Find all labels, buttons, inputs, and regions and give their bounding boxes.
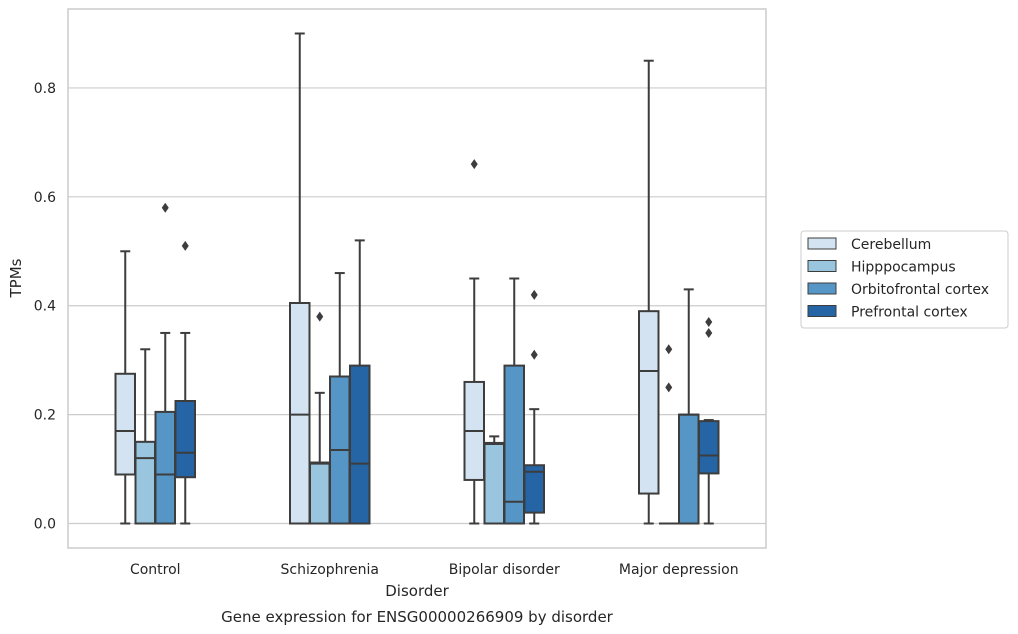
legend-swatch [807,282,837,295]
legend-label: Hipppocampus [851,260,956,276]
box-group [329,272,351,525]
x-tick-label: Control [130,562,181,578]
box-group [659,344,679,525]
x-tick-label: Schizophrenia [281,562,379,578]
box [698,420,720,475]
outlier-point [705,317,713,328]
box-group [698,317,720,525]
box [349,364,371,525]
box [134,440,156,525]
legend-swatch [807,305,837,317]
legend-swatch [807,237,837,250]
outlier-point [665,382,673,393]
x-tick-labels: Control Schizophrenia Bipolar disorder Majo… [130,562,739,578]
box-group [114,250,136,525]
box [174,400,196,479]
outlier-point [705,327,713,338]
outlier-point [181,240,189,251]
box [309,461,331,525]
y-tick-labels: 0.0 0.2 0.4 0.6 0.8 [34,81,56,533]
box-group [678,288,700,525]
box [503,364,525,525]
box [154,410,176,525]
outlier-point [161,202,169,213]
legend-label: Orbitofrontal cortex [851,282,989,298]
box-group [463,159,485,525]
box-group [154,202,176,525]
y-tick-label: 0.6 [34,190,56,206]
y-tick-label: 0.0 [34,517,56,533]
legend: Cerebellum Hipppocampus Orbitofrontal cort… [800,230,1009,329]
outlier-point [470,159,478,170]
plot-frame [67,8,767,549]
legend-frame [800,230,1009,329]
box-group [503,277,525,525]
x-tick-label: Bipolar disorder [449,562,560,578]
box-group [638,59,660,525]
box [638,310,660,495]
outlier-point [530,289,538,300]
box-group [483,435,505,525]
figure-caption: Gene expression for ENSG00000266909 by d… [221,608,614,626]
box-group [523,289,545,525]
box-group [349,239,371,525]
box-group [309,311,331,525]
box [289,302,311,525]
legend-label: Cerebellum [851,237,931,253]
boxes [114,32,720,525]
box [114,372,136,476]
x-tick-label: Major depression [619,562,739,578]
x-axis-label: Disorder [385,582,449,600]
outlier-point [530,349,538,360]
y-tick-label: 0.2 [34,408,56,424]
outlier-point [316,311,324,322]
outlier-point [665,344,673,355]
box-group [174,240,196,525]
box [678,413,700,525]
box-group [289,32,311,525]
legend-label: Prefrontal cortex [851,305,968,321]
box [483,441,505,525]
box-group [134,348,156,525]
y-tick-label: 0.4 [34,299,56,315]
box [523,464,545,514]
y-tick-label: 0.8 [34,81,56,97]
legend-swatch [807,260,837,272]
y-axis-label: TPMs [7,258,25,298]
